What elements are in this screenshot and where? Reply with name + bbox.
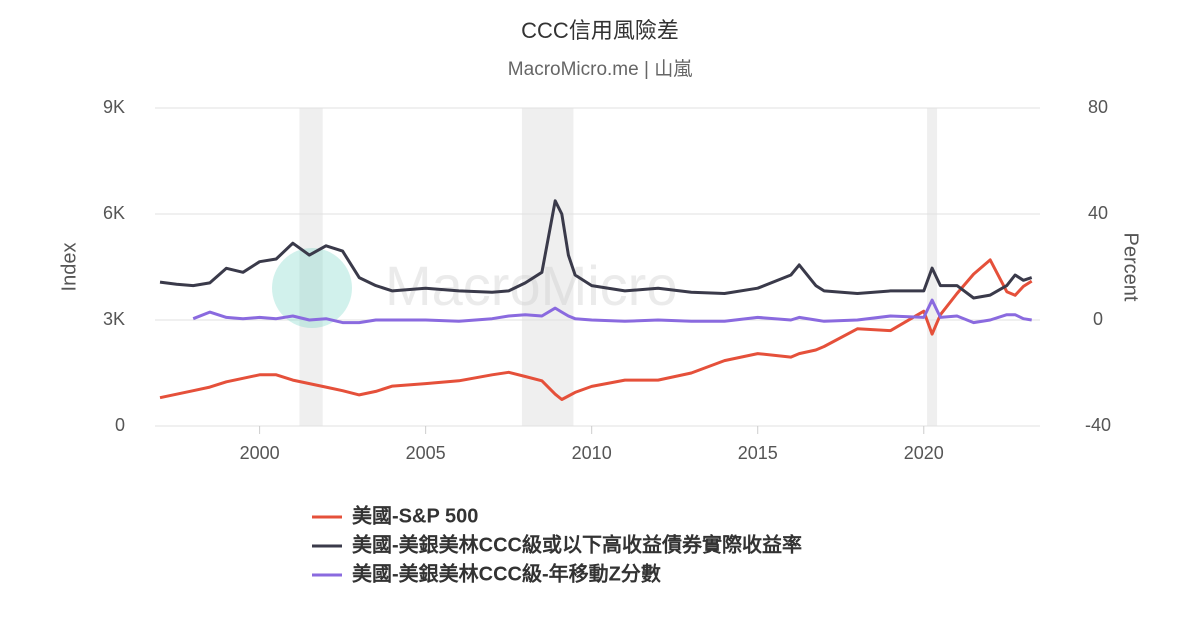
y2-tick-label: 40: [1088, 203, 1108, 223]
y-axis-title: Index: [58, 243, 80, 292]
series-line: [159, 258, 1033, 401]
legend: 美國-S&P 500 美國-美銀美林CCC級或以下高收益債券實際收益率美國-美銀美…: [312, 503, 802, 585]
y2-tick-label: -40: [1085, 415, 1111, 435]
x-tick-label: 2000: [240, 443, 280, 463]
series-line: [159, 199, 1033, 300]
y2-tick-label: 0: [1093, 309, 1103, 329]
series-line: [192, 298, 1032, 325]
recession-band: [521, 108, 574, 426]
legend-label: 美國-美銀美林CCC級或以下高收益債券實際收益率: [352, 532, 802, 556]
x-tick-label: 2020: [904, 443, 944, 463]
y-tick-label: 9K: [103, 97, 125, 117]
y2-axis-title: Percent: [1120, 233, 1142, 302]
legend-label: 美國-S&P 500: [352, 503, 478, 527]
chart-title: CCC信用風險差: [521, 18, 679, 43]
watermark-text: MacroMicro: [385, 254, 677, 317]
legend-label: 美國-美銀美林CCC級-年移動Z分數: [352, 561, 661, 585]
watermark: MacroMicro: [272, 248, 677, 328]
lines: [159, 199, 1033, 401]
grid: 0 3K 6K 9K -40 0 40 80 2000 2005 2010 2015 2020: [103, 97, 1111, 463]
chart-subtitle: MacroMicro.me | 山嵐: [508, 58, 692, 80]
x-tick-label: 2010: [572, 443, 612, 463]
watermark-logo: [272, 248, 352, 328]
recession-band: [299, 108, 323, 426]
y2-tick-label: 80: [1088, 97, 1108, 117]
y-tick-label: 3K: [103, 309, 125, 329]
y-tick-label: 6K: [103, 203, 125, 223]
x-tick-label: 2005: [406, 443, 446, 463]
x-tick-label: 2015: [738, 443, 778, 463]
y-tick-label: 0: [115, 415, 125, 435]
